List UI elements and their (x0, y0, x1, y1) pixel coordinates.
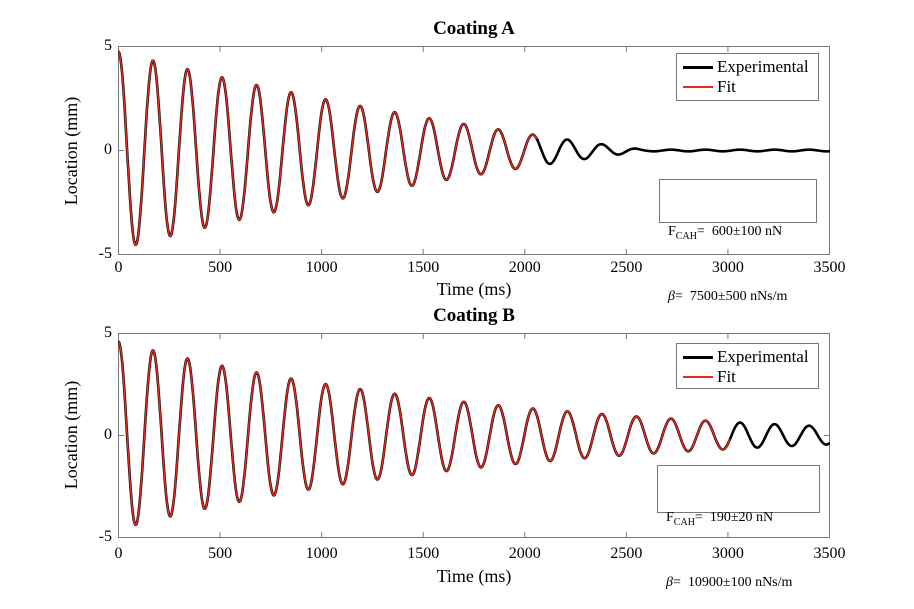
x-tick-label: 1500 (407, 545, 440, 562)
y-tick-label: 5 (104, 323, 112, 341)
beta-value: = 10900±100 nNs/m (672, 574, 793, 590)
legend-line-sample-fit (683, 86, 713, 88)
annotation-fcah-b: FCAH= 190±20 nN (666, 508, 813, 533)
beta-symbol: β (666, 574, 673, 590)
y-tick-label: -5 (98, 527, 112, 545)
legend-label-fit: Fit (717, 367, 736, 386)
y-tick-label: 0 (104, 425, 112, 443)
y-tick-label: 0 (104, 140, 112, 158)
x-tick-label: 1000 (305, 545, 338, 562)
y-tick-label: 5 (104, 36, 112, 54)
legend-entry-experimental-a: Experimental (683, 57, 818, 77)
x-tick-label: 3000 (711, 259, 744, 276)
annotation-box-b: FCAH= 190±20 nN β= 10900±100 nNs/m (657, 465, 820, 590)
x-tick-label: 500 (208, 545, 233, 562)
legend-label-fit: Fit (717, 77, 736, 96)
legend-label-experimental: Experimental (717, 57, 809, 76)
x-tick-labels-a: 0 500 1000 1500 2000 2500 3000 3500 (115, 259, 846, 279)
plot-title-coating-b: Coating B (433, 305, 515, 326)
legend-line-sample-experimental (683, 65, 713, 69)
x-tick-label: 2500 (610, 545, 643, 562)
legend-entry-fit-a: Fit (683, 77, 818, 97)
legend-a: Experimental Fit (676, 53, 819, 101)
fcah-symbol: F (666, 510, 674, 525)
x-tick-label: 0 (114, 545, 123, 562)
fcah-value: = 190±20 nN (694, 510, 774, 525)
x-tick-label: 3500 (813, 545, 846, 562)
x-tick-label: 2500 (610, 259, 643, 276)
x-tick-label: 3500 (813, 259, 846, 276)
annotation-beta-a: β= 7500±500 nNs/m (668, 287, 810, 307)
y-tick-label: -5 (98, 244, 112, 262)
x-tick-label: 3000 (711, 545, 744, 562)
x-tick-label: 2000 (508, 545, 541, 562)
beta-value: = 7500±500 nNs/m (674, 288, 788, 304)
annotation-beta-b: β= 10900±100 nNs/m (666, 573, 813, 593)
x-tick-labels-b: 0 500 1000 1500 2000 2500 3000 3500 (115, 545, 846, 565)
legend-line-sample-fit (683, 376, 713, 378)
x-tick-label: 500 (208, 259, 233, 276)
x-tick-label: 0 (114, 259, 123, 276)
fcah-symbol: F (668, 224, 676, 239)
beta-symbol: β (668, 288, 675, 304)
x-tick-label: 1000 (305, 259, 338, 276)
fcah-subscript: CAH (673, 516, 695, 528)
legend-line-sample-experimental (683, 355, 713, 359)
legend-entry-experimental-b: Experimental (683, 347, 818, 367)
plot-area-coating-a (118, 46, 830, 255)
fcah-subscript: CAH (675, 230, 697, 242)
x-tick-label: 1500 (407, 259, 440, 276)
y-tick-labels-a: 5 0 -5 (70, 37, 112, 262)
legend-entry-fit-b: Fit (683, 367, 818, 387)
fcah-value: = 600±100 nN (696, 224, 783, 239)
x-tick-label: 2000 (508, 259, 541, 276)
x-axis-label-b: Time (ms) (436, 566, 512, 586)
annotation-fcah-a: FCAH= 600±100 nN (668, 222, 810, 247)
plot-area-coating-b (118, 333, 830, 538)
y-tick-labels-b: 5 0 -5 (70, 324, 112, 545)
plot-title-coating-a: Coating A (433, 18, 515, 39)
annotation-box-a: FCAH= 600±100 nN β= 7500±500 nNs/m (659, 179, 817, 304)
legend-label-experimental: Experimental (717, 347, 809, 366)
legend-b: Experimental Fit (676, 343, 819, 389)
x-axis-label-a: Time (ms) (436, 279, 512, 299)
